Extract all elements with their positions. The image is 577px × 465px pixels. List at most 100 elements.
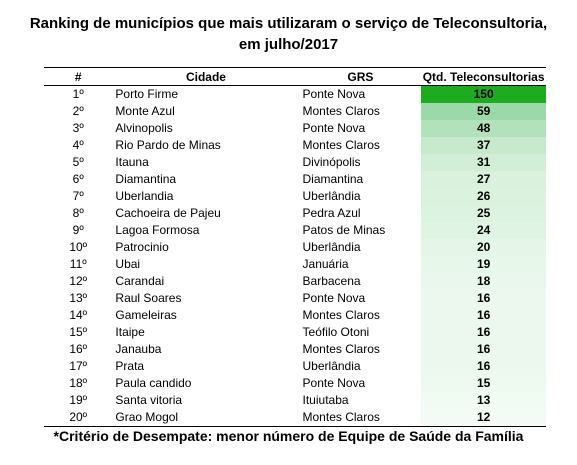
qtd-cell: 25	[421, 205, 546, 222]
city-cell: Janauba	[115, 342, 162, 356]
rank-cell: 3º	[72, 121, 84, 135]
rank-cell: 13º	[69, 291, 88, 305]
qtd-cell: 20	[421, 239, 546, 256]
qtd-cell: 16	[421, 290, 546, 307]
table-header: # Cidade GRS Qtd. Teleconsultorias	[44, 67, 546, 86]
grs-cell: Patos de Minas	[302, 223, 386, 237]
table-row: 16º Janauba Montes Claros 16	[44, 341, 546, 358]
header-qtd: Qtd. Teleconsultorias	[421, 67, 546, 86]
qtd-cell: 59	[421, 103, 546, 120]
table-row: 12º Carandai Barbacena 18	[44, 273, 546, 290]
qtd-cell: 16	[421, 341, 546, 358]
grs-cell: Uberlândia	[302, 240, 361, 254]
grs-cell: Uberlândia	[302, 359, 361, 373]
rank-cell: 16º	[69, 342, 88, 356]
table-row: 19º Santa vitoria Ituiutaba 13	[44, 392, 546, 409]
grs-cell: Ponte Nova	[302, 121, 366, 135]
grs-cell: Ituiutaba	[302, 393, 349, 407]
table-row: 13º Raul Soares Ponte Nova 16	[44, 290, 546, 307]
grs-cell: Ponte Nova	[302, 87, 366, 101]
rank-cell: 19º	[69, 393, 88, 407]
grs-cell: Divinópolis	[302, 155, 361, 169]
rank-cell: 17º	[69, 359, 88, 373]
table-row: 9º Lagoa Formosa Patos de Minas 24	[44, 222, 546, 239]
city-cell: Itauna	[115, 155, 149, 169]
rank-cell: 12º	[69, 274, 88, 288]
grs-cell: Uberlândia	[302, 189, 361, 203]
table-row: 4º Rio Pardo de Minas Montes Claros 37	[44, 137, 546, 154]
table-row: 17º Prata Uberlândia 16	[44, 358, 546, 375]
table-row: 14º Gameleiras Montes Claros 16	[44, 307, 546, 324]
qtd-cell: 27	[421, 171, 546, 188]
rank-cell: 1º	[72, 87, 84, 101]
qtd-cell: 31	[421, 154, 546, 171]
city-cell: Monte Azul	[115, 104, 175, 118]
city-cell: Uberlandia	[115, 189, 174, 203]
table-row: 10º Patrocinio Uberlândia 20	[44, 239, 546, 256]
table-row: 3º Alvinopolis Ponte Nova 48	[44, 120, 546, 137]
rank-cell: 20º	[44, 409, 113, 427]
city-cell: Paula candido	[115, 376, 192, 390]
rank-cell: 11º	[69, 257, 87, 271]
rank-cell: 14º	[69, 308, 88, 322]
table-row: 6º Diamantina Diamantina 27	[44, 171, 546, 188]
rank-cell: 4º	[72, 138, 84, 152]
grs-cell: Diamantina	[302, 172, 364, 186]
qtd-cell: 48	[421, 120, 546, 137]
city-cell: Patrocinio	[115, 240, 169, 254]
city-cell: Santa vitoria	[115, 393, 183, 407]
grs-cell: Ponte Nova	[302, 291, 366, 305]
city-cell: Rio Pardo de Minas	[115, 138, 221, 152]
title-line-1: Ranking de municípios que mais utilizara…	[29, 15, 548, 32]
city-cell: Alvinopolis	[115, 121, 173, 135]
table-row: 5º Itauna Divinópolis 31	[44, 154, 546, 171]
rank-cell: 18º	[69, 376, 88, 390]
grs-cell: Montes Claros	[302, 342, 380, 356]
table-row: 1º Porto Firme Ponte Nova 150	[44, 85, 546, 103]
qtd-cell: 16	[421, 307, 546, 324]
qtd-cell: 16	[421, 324, 546, 341]
qtd-cell: 37	[421, 137, 546, 154]
table-row: 15º Itaipe Teófilo Otoni 16	[44, 324, 546, 341]
qtd-cell: 150	[421, 85, 546, 103]
table-row: 7º Uberlandia Uberlândia 26	[44, 188, 546, 205]
rank-cell: 7º	[72, 189, 84, 203]
qtd-cell: 13	[421, 392, 546, 409]
qtd-cell: 15	[421, 375, 546, 392]
city-cell: Porto Firme	[115, 87, 179, 101]
qtd-cell: 16	[421, 358, 546, 375]
qtd-cell: 24	[421, 222, 546, 239]
city-cell: Gameleiras	[115, 308, 177, 322]
grs-cell: Montes Claros	[302, 104, 380, 118]
rank-cell: 6º	[72, 172, 84, 186]
table-row: 8º Cachoeira de Pajeu Pedra Azul 25	[44, 205, 546, 222]
rank-cell: 15º	[69, 325, 88, 339]
city-cell: Diamantina	[115, 172, 177, 186]
grs-cell: Januária	[302, 257, 349, 271]
rank-cell: 10º	[69, 240, 88, 254]
qtd-cell: 19	[421, 256, 546, 273]
city-cell: Prata	[115, 359, 145, 373]
city-cell: Carandai	[115, 274, 165, 288]
table-body: 1º Porto Firme Ponte Nova 150 2º Monte Azul Mo…	[44, 85, 546, 427]
grs-cell: Pedra Azul	[302, 206, 361, 220]
grs-cell: Teófilo Otoni	[302, 325, 370, 339]
city-cell: Ubai	[115, 257, 141, 271]
rank-cell: 5º	[72, 155, 84, 169]
city-cell: Raul Soares	[115, 291, 182, 305]
grs-cell: Montes Claros	[299, 409, 422, 427]
rank-cell: 8º	[72, 206, 84, 220]
grs-cell: Barbacena	[302, 274, 361, 288]
footnote: *Critério de Desempate: menor número de …	[53, 428, 524, 444]
header-row: # Cidade GRS Qtd. Teleconsultorias	[44, 67, 546, 86]
header-rank: #	[44, 67, 113, 86]
grs-cell: Montes Claros	[302, 308, 380, 322]
city-cell: Cachoeira de Pajeu	[115, 206, 221, 220]
qtd-cell: 12	[421, 409, 546, 427]
title-line-2: em julho/2017	[238, 36, 339, 53]
table-row: 11º Ubai Januária 19	[44, 256, 546, 273]
grs-cell: Montes Claros	[302, 138, 380, 152]
ranking-table: # Cidade GRS Qtd. Teleconsultorias 1º Por…	[44, 67, 546, 427]
city-cell: Grao Mogol	[112, 409, 300, 427]
city-cell: Itaipe	[115, 325, 145, 339]
